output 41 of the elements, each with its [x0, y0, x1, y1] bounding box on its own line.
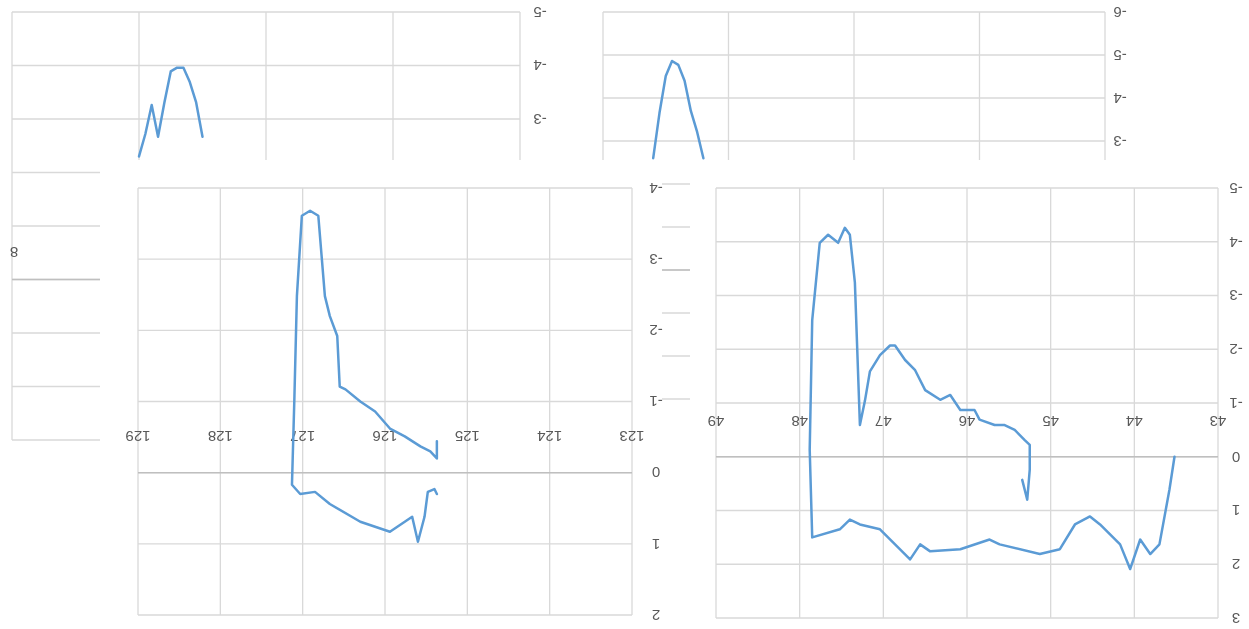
x-tick-label: 123	[619, 428, 645, 446]
y-tick-label: -3	[533, 110, 547, 128]
x-tick-label: 124	[537, 428, 563, 446]
y-tick-label: -3	[649, 250, 663, 268]
x-tick-label: 126	[372, 428, 398, 446]
y-tick-label: -1	[1229, 394, 1243, 412]
x-tick-label: 47	[874, 412, 892, 430]
y-tick-label: -5	[1113, 46, 1127, 64]
y-tick-label: -4	[1229, 233, 1243, 251]
y-tick-label: 2	[1231, 556, 1241, 573]
x-tick-label: 129	[125, 428, 151, 446]
line-series	[137, 66, 204, 158]
y-tick-label: -4	[533, 57, 547, 75]
y-tick-label: -5	[533, 3, 547, 21]
y-tick-label: 0	[1231, 448, 1241, 466]
y-tick-label: -4	[1113, 89, 1127, 107]
x-tick-label: 43	[1209, 412, 1227, 430]
y-tick-label: -2	[1229, 341, 1243, 358]
annotation: 8	[9, 243, 19, 261]
y-tick-label: 0	[651, 464, 661, 482]
y-tick-label: 1	[1231, 502, 1241, 520]
line-series	[651, 59, 705, 160]
x-tick-label: 44	[1125, 412, 1143, 430]
x-tick-label: 125	[454, 428, 480, 446]
y-tick-label: -1	[649, 393, 663, 411]
x-tick-label: 128	[207, 428, 233, 446]
x-tick-label: 46	[958, 412, 976, 430]
x-tick-label: 49	[707, 412, 725, 430]
y-tick-label: 1	[651, 535, 661, 553]
y-tick-label: -5	[1229, 179, 1243, 197]
line-series	[808, 226, 1176, 571]
y-tick-label: -4	[649, 179, 663, 197]
x-tick-label: 48	[791, 412, 809, 430]
y-tick-label: -3	[1229, 287, 1243, 305]
y-tick-label: -6	[1113, 3, 1127, 21]
y-tick-label: 3	[1231, 609, 1241, 627]
y-tick-label: -2	[649, 322, 663, 340]
y-tick-label: 2	[651, 606, 661, 624]
y-tick-label: -3	[1113, 132, 1127, 150]
x-tick-label: 45	[1042, 412, 1060, 430]
line-series	[290, 209, 439, 543]
